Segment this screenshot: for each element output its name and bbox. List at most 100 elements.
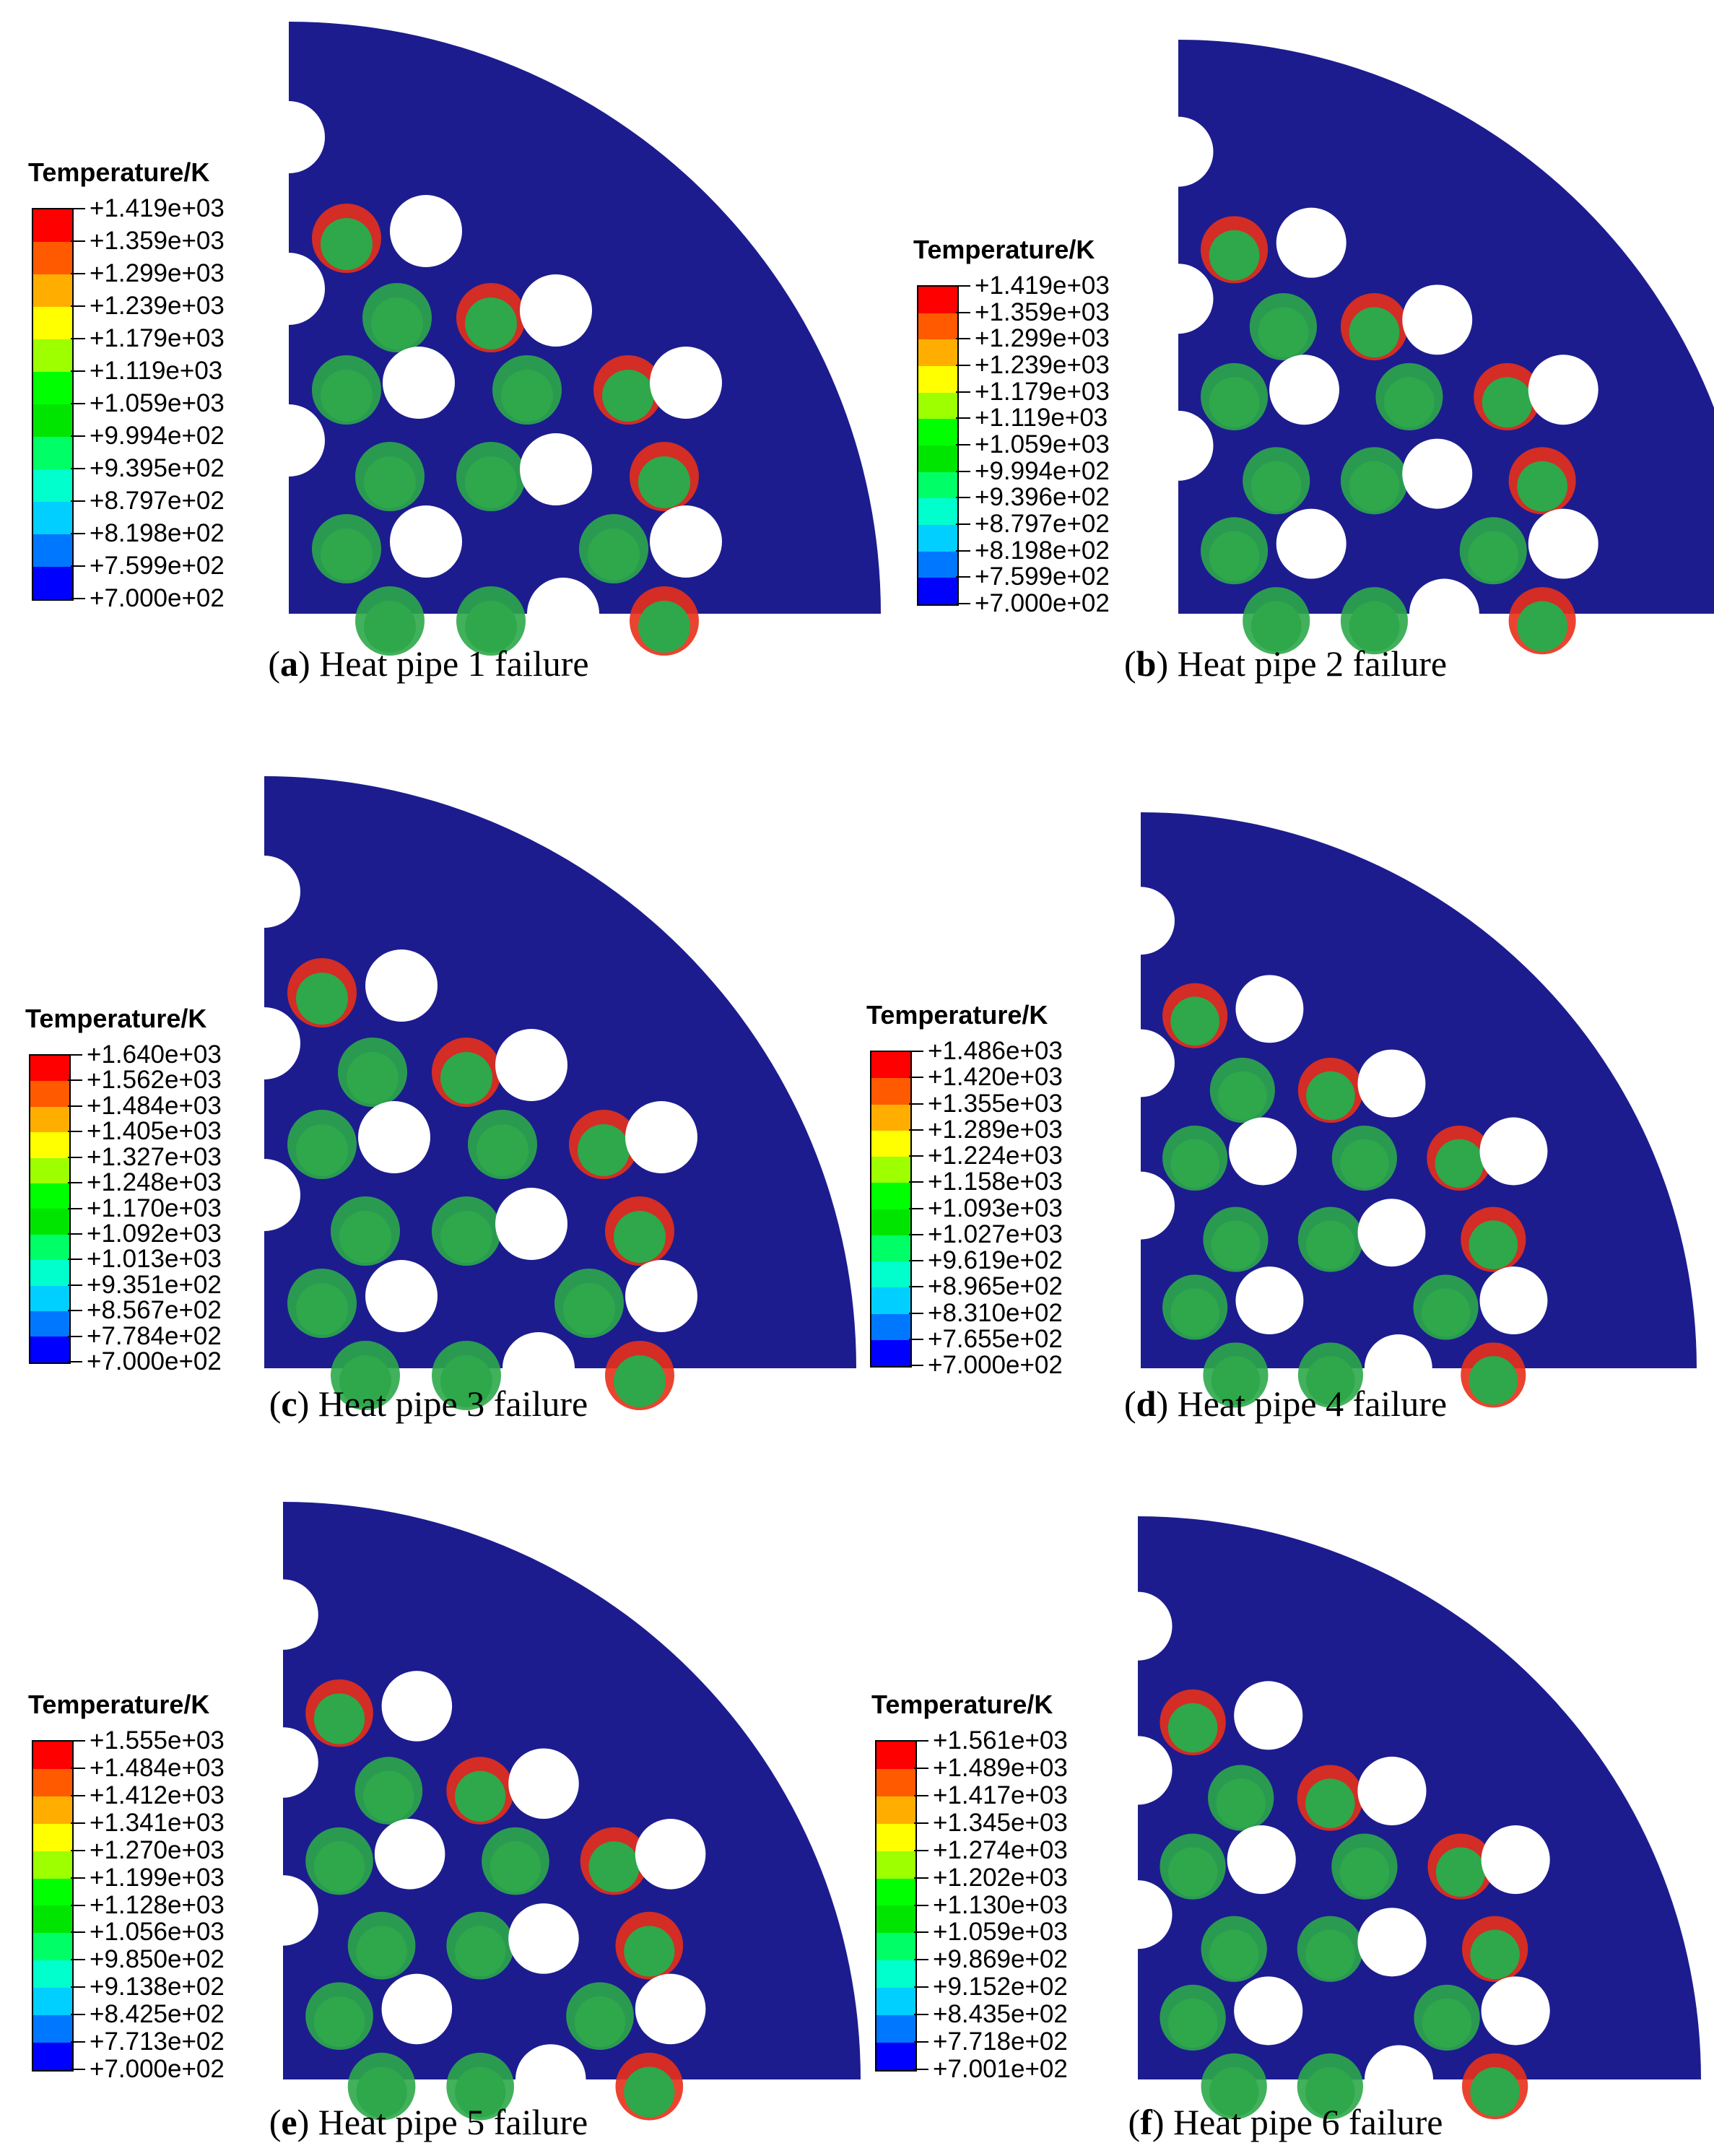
legend-value: +1.289e+03 (928, 1115, 1063, 1144)
legend-value: +1.270e+03 (90, 1835, 225, 1864)
legend-swatch (918, 578, 957, 604)
legend-tick (956, 391, 970, 393)
contour-plot (1135, 32, 1714, 655)
legend-value: +1.179e+03 (975, 377, 1110, 406)
legend-tick (909, 1181, 923, 1183)
caption-text: Heat pipe 1 failure (319, 643, 589, 684)
legend-colorbar (29, 1054, 71, 1364)
legend-swatch (33, 242, 72, 274)
fuel-pin-core (1305, 2066, 1355, 2117)
heat-pipe-hole (1481, 1976, 1550, 2046)
legend-value: +1.248e+03 (87, 1168, 222, 1197)
legend-swatch (33, 502, 72, 534)
fuel-pin-core (1517, 461, 1568, 512)
heat-pipe-hole (527, 578, 599, 650)
legend-value: +1.359e+03 (975, 297, 1110, 326)
legend-tick (68, 1335, 82, 1337)
legend-tick (914, 1904, 928, 1906)
fuel-pin-core (1349, 601, 1400, 652)
legend-swatch (871, 1104, 910, 1131)
caption-letter: e (281, 2102, 297, 2142)
fuel-pin-core (1170, 996, 1219, 1046)
legend-title: Temperature/K (28, 157, 210, 187)
legend-swatch (871, 1339, 910, 1366)
fuel-pin-core (1170, 1288, 1219, 1337)
legend-value: +1.224e+03 (928, 1142, 1063, 1170)
heat-pipe-hole (1357, 1908, 1427, 1977)
legend-swatch (30, 1081, 69, 1107)
fuel-pin-core (588, 1841, 640, 1892)
fuel-pin-core (313, 1996, 365, 2048)
legend-value: +7.001e+02 (933, 2055, 1068, 2083)
heat-pipe-hole (1235, 1266, 1304, 1335)
fuel-pin-core (440, 1355, 492, 1407)
legend-tick (956, 365, 970, 366)
fuel-pin-core (363, 1770, 414, 1822)
fuel-pin-core (1218, 1071, 1267, 1121)
fuel-pin-core (321, 218, 373, 270)
legend-tick (914, 1986, 928, 1988)
fuel-pin-core (1211, 1356, 1261, 1405)
heat-pipe-hole (1402, 438, 1473, 509)
fuel-pin-core (465, 601, 517, 653)
legend-swatch (876, 1851, 915, 1879)
legend-swatch (876, 1905, 915, 1934)
legend-tick (68, 1131, 82, 1133)
fuel-pin-core (296, 973, 348, 1025)
legend-swatch (876, 2015, 915, 2043)
legend-tick (71, 1986, 85, 1988)
legend-swatch (876, 1823, 915, 1851)
legend-value: +1.327e+03 (87, 1142, 222, 1171)
legend-swatch (33, 1796, 72, 1824)
caption-letter: d (1136, 1383, 1157, 1424)
fuel-pin-core (371, 297, 423, 349)
fuel-pin-core (1167, 1847, 1218, 1897)
legend-value: +7.000e+02 (928, 1351, 1063, 1379)
legend-swatch (871, 1078, 910, 1105)
legend-swatch (30, 1209, 69, 1235)
caption: (c) Heat pipe 3 failure (269, 1383, 588, 1424)
fuel-pin-core (455, 1770, 506, 1822)
fuel-pin-core (1421, 1288, 1471, 1337)
fuel-pin-core (356, 2066, 407, 2118)
legend-swatch (30, 1234, 69, 1261)
legend-swatch (33, 1768, 72, 1796)
legend-tick (909, 1233, 923, 1235)
legend-swatch (33, 437, 72, 469)
fuel-pin-core (1209, 1929, 1259, 1980)
legend-value: +7.000e+02 (975, 589, 1110, 617)
legend-value: +1.093e+03 (928, 1194, 1063, 1222)
contour-plot (1097, 805, 1697, 1408)
legend-tick (71, 500, 85, 502)
legend-swatch (918, 287, 957, 313)
legend-swatch (871, 1287, 910, 1314)
legend-swatch (30, 1336, 69, 1362)
legend-colorbar (875, 1740, 917, 2072)
legend-tick (956, 497, 970, 499)
legend-value: +9.619e+02 (928, 1246, 1063, 1274)
heat-pipe-hole (1234, 1681, 1303, 1750)
legend-value: +1.417e+03 (933, 1781, 1068, 1809)
legend-swatch (30, 1132, 69, 1158)
legend-swatch (33, 567, 72, 599)
legend-value: +9.395e+02 (90, 454, 225, 482)
legend-swatch (918, 392, 957, 420)
legend-value: +7.000e+02 (90, 2055, 225, 2083)
fuel-pin-core (1339, 1847, 1390, 1897)
legend-swatch (871, 1313, 910, 1340)
fuel-pin-core (1349, 461, 1400, 512)
heat-pipe-hole (520, 433, 592, 505)
fuel-pin-core (321, 370, 373, 422)
legend-swatch (871, 1235, 910, 1261)
legend-value: +1.355e+03 (928, 1089, 1063, 1118)
fuel-pin-core (578, 1124, 630, 1176)
legend-swatch (33, 339, 72, 372)
fuel-pin-core (1170, 1139, 1219, 1188)
legend-swatch (33, 1742, 72, 1769)
fuel-pin-core (1167, 1703, 1218, 1753)
fuel-pin-core (614, 1355, 666, 1407)
legend-value: +9.994e+02 (975, 456, 1110, 485)
heat-pipe-hole (635, 1819, 706, 1890)
fuel-pin-core (1209, 2066, 1259, 2117)
heat-pipe-hole (390, 505, 462, 578)
